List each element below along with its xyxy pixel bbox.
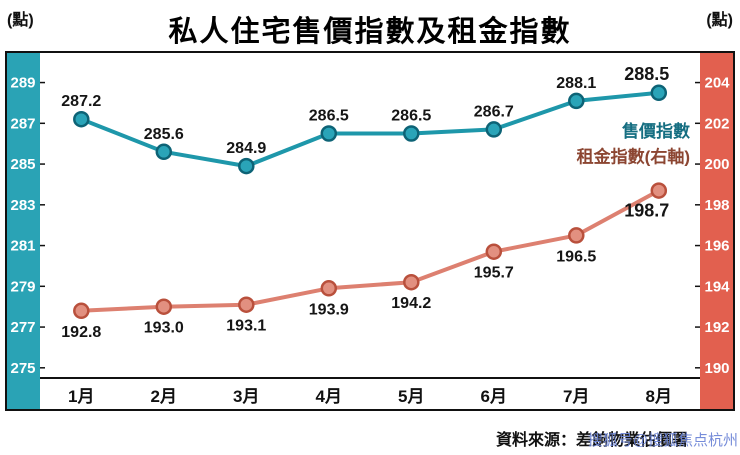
- data-point: [320, 125, 338, 142]
- data-label: 286.5: [391, 108, 431, 125]
- chart-title: 私人住宅售價指數及租金指數: [168, 16, 572, 48]
- left-axis-unit-label: (點): [7, 12, 34, 29]
- data-point: [238, 157, 255, 175]
- series-label-sale: 售價指數: [622, 121, 690, 141]
- data-label: 286.7: [474, 103, 514, 120]
- data-point: [238, 296, 255, 313]
- month-label: 4月: [316, 387, 342, 406]
- data-point: [73, 302, 90, 320]
- month-label: 5月: [398, 387, 424, 406]
- right-tick-label: 200: [704, 156, 729, 173]
- left-tick-label: 275: [10, 360, 35, 377]
- left-tick-label: 285: [10, 156, 35, 173]
- sale-price-line: [80, 90, 659, 169]
- data-point: [485, 121, 503, 138]
- left-tick-label: 279: [10, 278, 35, 295]
- month-label: 7月: [563, 387, 589, 406]
- month-label: 1月: [68, 387, 94, 406]
- series-label-rent: 租金指數(右軸): [577, 147, 690, 167]
- data-label: 287.2: [61, 93, 101, 110]
- data-point: [650, 84, 668, 102]
- data-point: [73, 110, 90, 128]
- left-tick-label: 289: [10, 75, 35, 92]
- right-tick-label: 198: [704, 197, 729, 214]
- data-point: [155, 298, 173, 315]
- left-tick-label: 277: [10, 319, 35, 336]
- data-label: 193.1: [226, 318, 266, 335]
- dual-axis-line-chart: 289 287 285 283 281 279 277 275 204 202 200 198 196 1…: [5, 51, 735, 411]
- data-label: 286.5: [309, 108, 349, 125]
- left-tick-label: 287: [10, 115, 35, 132]
- left-tick-label: 283: [10, 197, 35, 214]
- data-label: 285.6: [144, 126, 184, 143]
- right-tick-label: 202: [704, 115, 729, 132]
- right-tick-label: 194: [704, 278, 730, 295]
- data-point: [155, 143, 173, 161]
- month-label: 3月: [233, 387, 259, 406]
- data-label: 196.5: [556, 248, 596, 265]
- month-label: 2月: [151, 387, 177, 406]
- data-label: 192.8: [61, 324, 101, 341]
- data-label: 195.7: [474, 265, 514, 282]
- right-axis-unit-label: (點): [706, 12, 733, 29]
- chart-header: (點) 私人住宅售價指數及租金指數 (點): [0, 0, 740, 50]
- data-point: [568, 227, 585, 244]
- data-point: [403, 273, 420, 291]
- rental-line: [81, 188, 660, 313]
- right-tick-label: 192: [704, 319, 729, 336]
- data-label: 193.0: [144, 320, 184, 337]
- data-label: 193.9: [309, 301, 349, 318]
- data-point: [403, 125, 420, 142]
- data-point: [485, 243, 503, 260]
- month-label: 6月: [481, 387, 507, 406]
- month-label: 8月: [646, 387, 672, 406]
- right-tick-label: 190: [704, 360, 729, 377]
- data-label: 288.5: [624, 64, 669, 84]
- source-text: 資料來源：差餉物業估價署: [495, 432, 688, 449]
- right-tick-label: 204: [704, 75, 730, 92]
- data-point: [320, 280, 338, 297]
- data-point: [568, 92, 585, 110]
- data-label: 288.1: [556, 75, 596, 92]
- data-label: 194.2: [391, 295, 431, 312]
- right-tick-label: 196: [704, 238, 729, 255]
- data-label: 198.7: [624, 201, 669, 221]
- plot-border: [5, 51, 735, 411]
- left-tick-label: 281: [10, 238, 35, 255]
- watermark: 搜狐号@搜狐焦点杭州: [587, 432, 738, 449]
- chart-footer: 資料來源：差餉物業估價署 搜狐号@搜狐焦点杭州: [0, 418, 740, 455]
- data-point: [650, 182, 668, 199]
- data-label: 284.9: [226, 140, 266, 157]
- left-axis-strip: [6, 52, 40, 410]
- right-axis-strip: [700, 52, 734, 410]
